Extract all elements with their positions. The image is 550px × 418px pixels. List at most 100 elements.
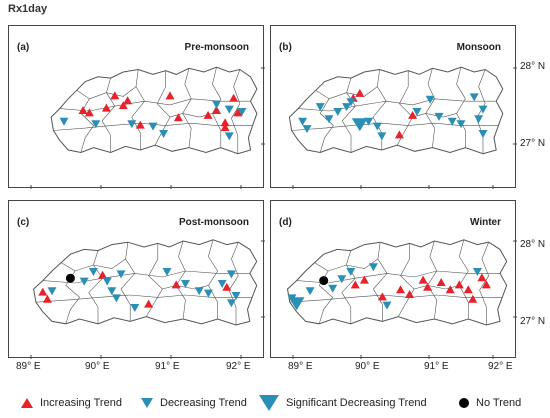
decreasing-trend-marker [79,277,89,286]
increasing-trend-marker [110,91,120,100]
decreasing-trend-marker [231,292,241,300]
legend-decreasing: Decreasing Trend [140,392,247,414]
decreasing-trend-marker [474,115,484,124]
district-boundary [427,240,438,320]
latitude-label-28n: 28° N [520,61,546,72]
increasing-trend-marker [173,113,183,122]
latitude-label-27n: 27° N [520,316,546,327]
increasing-trend-marker [418,275,428,284]
increasing-trend-marker [135,120,145,129]
increasing-trend-marker [165,91,175,100]
decreasing-trend-marker [333,108,343,116]
increasing-trend-marker [212,106,222,114]
longitude-label-92e: 92° E [226,361,251,372]
decreasing-trend-marker [226,299,236,308]
increasing-trend-marker [101,103,111,112]
district-boundary [208,239,218,319]
significant-decreasing-trend-marker [288,297,305,311]
decreasing-trend-marker [434,112,444,121]
district-boundary [76,90,94,153]
panel-letter: (c) [17,217,30,228]
latitude-label-28n: 28° N [520,239,546,250]
map-post-monsoon [30,239,265,359]
district-boundary [101,78,116,153]
district-boundary [315,90,334,153]
legend-significant: Significant Decreasing Trend [258,392,427,414]
decreasing-trend-marker [346,268,356,276]
longitude-label-89e: 89° E [16,361,41,372]
no-trend-marker [65,273,75,283]
district-boundary [120,242,136,322]
district-boundary [373,242,388,322]
increasing-trend-marker [454,280,464,289]
panel-letter: (a) [17,42,30,53]
map-winter [286,239,517,359]
increasing-trend-marker [396,285,405,294]
longitude-label-91e: 91° E [424,361,449,372]
legend-decreasing-label: Decreasing Trend [160,397,247,409]
panel-season-label: Winter [469,217,501,228]
legend-no-trend: No Trend [458,392,521,414]
increasing-trend-marker [98,270,108,279]
decreasing-trend-marker [88,268,98,276]
decreasing-trend-marker [47,287,57,296]
increasing-trend-marker [171,280,181,289]
increasing-trend-marker [118,101,128,110]
longitude-label-90e: 90° E [355,361,380,372]
district-boundary [476,69,486,154]
district-boundary [228,242,239,325]
decreasing-trend-marker [337,275,347,284]
legend-no-trend-label: No Trend [476,397,522,409]
district-boundary [314,262,334,324]
legend: Increasing Trend Decreasing Trend Signif… [8,392,548,414]
no-trend-marker [319,276,329,286]
decreasing-trend-marker [148,122,158,131]
decreasing-trend-marker [162,268,172,276]
decreasing-trend-marker [159,130,169,138]
decreasing-trend-marker [469,93,479,102]
district-boundary [328,86,378,100]
decreasing-trend-marker [91,120,101,129]
red-triangle-up-icon [21,398,33,408]
increasing-trend-marker [229,93,239,102]
decreasing-trend-marker [217,280,227,288]
decreasing-trend-marker [224,132,234,141]
map-monsoon [288,66,517,189]
increasing-trend-marker [405,290,415,298]
district-boundary [74,258,126,272]
district-boundary [296,270,500,284]
district-boundary [425,68,435,148]
decreasing-trend-marker [478,130,488,138]
decreasing-trend-marker [372,122,382,131]
panel-post-monsoon: (c) Post-monsoon [8,200,265,359]
increasing-trend-marker [220,118,230,127]
decreasing-trend-marker [447,117,457,126]
increasing-trend-marker [463,285,473,294]
latitude-label-27n: 27° N [520,138,546,149]
decreasing-trend-marker [130,304,140,312]
decreasing-trend-marker [237,108,247,116]
increasing-trend-marker [355,88,365,97]
district-boundary [131,69,145,150]
district-boundary [88,250,103,324]
increasing-trend-marker [78,106,88,114]
panel-season-label: Pre-monsoon [184,42,249,53]
decreasing-trend-marker [305,287,315,296]
district-boundary [341,250,356,324]
decreasing-trend-marker [364,117,374,126]
decreasing-trend-marker [59,117,69,126]
blue-triangle-down-icon [141,398,153,408]
district-boundary [182,68,192,148]
decreasing-trend-marker [324,115,334,124]
legend-increasing: Increasing Trend [20,392,122,414]
increasing-trend-marker [233,108,243,117]
district-boundary [414,285,460,290]
decreasing-trend-marker [302,125,312,134]
decreasing-trend-marker [298,117,308,126]
decreasing-trend-marker [212,100,222,109]
decreasing-trend-marker [194,287,204,296]
decreasing-trend-marker [127,120,137,129]
decreasing-trend-marker [342,103,352,112]
district-boundary [479,242,490,325]
district-boundary [42,270,250,284]
